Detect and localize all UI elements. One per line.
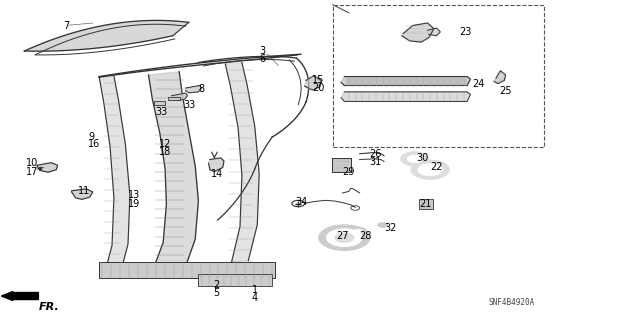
Text: 6: 6 — [259, 54, 266, 64]
Bar — [333, 5, 544, 147]
Bar — [99, 262, 275, 278]
Text: 13: 13 — [128, 190, 140, 200]
Text: 31: 31 — [369, 157, 381, 167]
Bar — [154, 101, 165, 105]
Polygon shape — [402, 23, 434, 42]
Circle shape — [319, 225, 370, 250]
Circle shape — [418, 164, 442, 176]
Text: 30: 30 — [416, 153, 428, 163]
Text: 9: 9 — [88, 131, 95, 142]
Circle shape — [401, 152, 429, 166]
Circle shape — [378, 222, 388, 227]
Text: 24: 24 — [472, 78, 484, 89]
Text: 21: 21 — [419, 198, 431, 209]
Text: 20: 20 — [312, 83, 324, 93]
Text: 14: 14 — [211, 169, 223, 179]
Text: 7: 7 — [63, 20, 69, 31]
Polygon shape — [341, 92, 470, 101]
Text: SNF4B4920A: SNF4B4920A — [489, 298, 535, 307]
Bar — [198, 274, 272, 286]
Polygon shape — [225, 63, 259, 262]
Polygon shape — [172, 93, 188, 100]
Circle shape — [407, 155, 422, 163]
Text: 22: 22 — [430, 161, 443, 172]
Polygon shape — [148, 72, 198, 268]
Polygon shape — [341, 77, 470, 85]
Text: 8: 8 — [198, 84, 205, 94]
Text: 5: 5 — [213, 287, 220, 298]
Text: 2: 2 — [213, 279, 220, 290]
Bar — [419, 199, 433, 209]
Circle shape — [326, 229, 362, 247]
Text: 15: 15 — [312, 75, 324, 85]
Text: 12: 12 — [159, 139, 171, 149]
Text: 26: 26 — [369, 149, 381, 159]
Text: 33: 33 — [184, 100, 196, 110]
Polygon shape — [494, 71, 506, 84]
Text: 10: 10 — [26, 158, 38, 168]
Text: 11: 11 — [78, 186, 90, 197]
Text: 3: 3 — [259, 46, 266, 56]
Circle shape — [411, 160, 449, 179]
Polygon shape — [37, 163, 58, 172]
FancyArrow shape — [1, 292, 38, 300]
Bar — [168, 97, 180, 100]
Text: 33: 33 — [156, 107, 168, 117]
Circle shape — [335, 233, 354, 242]
Text: 32: 32 — [384, 223, 396, 233]
Polygon shape — [99, 76, 130, 270]
Text: FR.: FR. — [38, 302, 59, 312]
Text: 4: 4 — [252, 293, 258, 303]
Text: 19: 19 — [128, 198, 140, 209]
Text: 34: 34 — [296, 197, 308, 207]
Circle shape — [350, 227, 367, 235]
Text: 28: 28 — [360, 231, 372, 241]
Text: 16: 16 — [88, 139, 100, 149]
Polygon shape — [72, 189, 93, 199]
Polygon shape — [305, 76, 321, 90]
Polygon shape — [186, 85, 202, 93]
Text: 25: 25 — [499, 86, 512, 96]
Text: 27: 27 — [336, 231, 349, 241]
Polygon shape — [24, 20, 189, 51]
Polygon shape — [428, 28, 440, 36]
Circle shape — [354, 229, 363, 234]
Text: 29: 29 — [342, 167, 354, 177]
Text: 23: 23 — [460, 27, 472, 37]
Text: 1: 1 — [252, 285, 258, 295]
Text: 18: 18 — [159, 147, 171, 157]
Bar — [332, 158, 351, 172]
Polygon shape — [209, 158, 224, 172]
Text: 17: 17 — [26, 167, 38, 177]
